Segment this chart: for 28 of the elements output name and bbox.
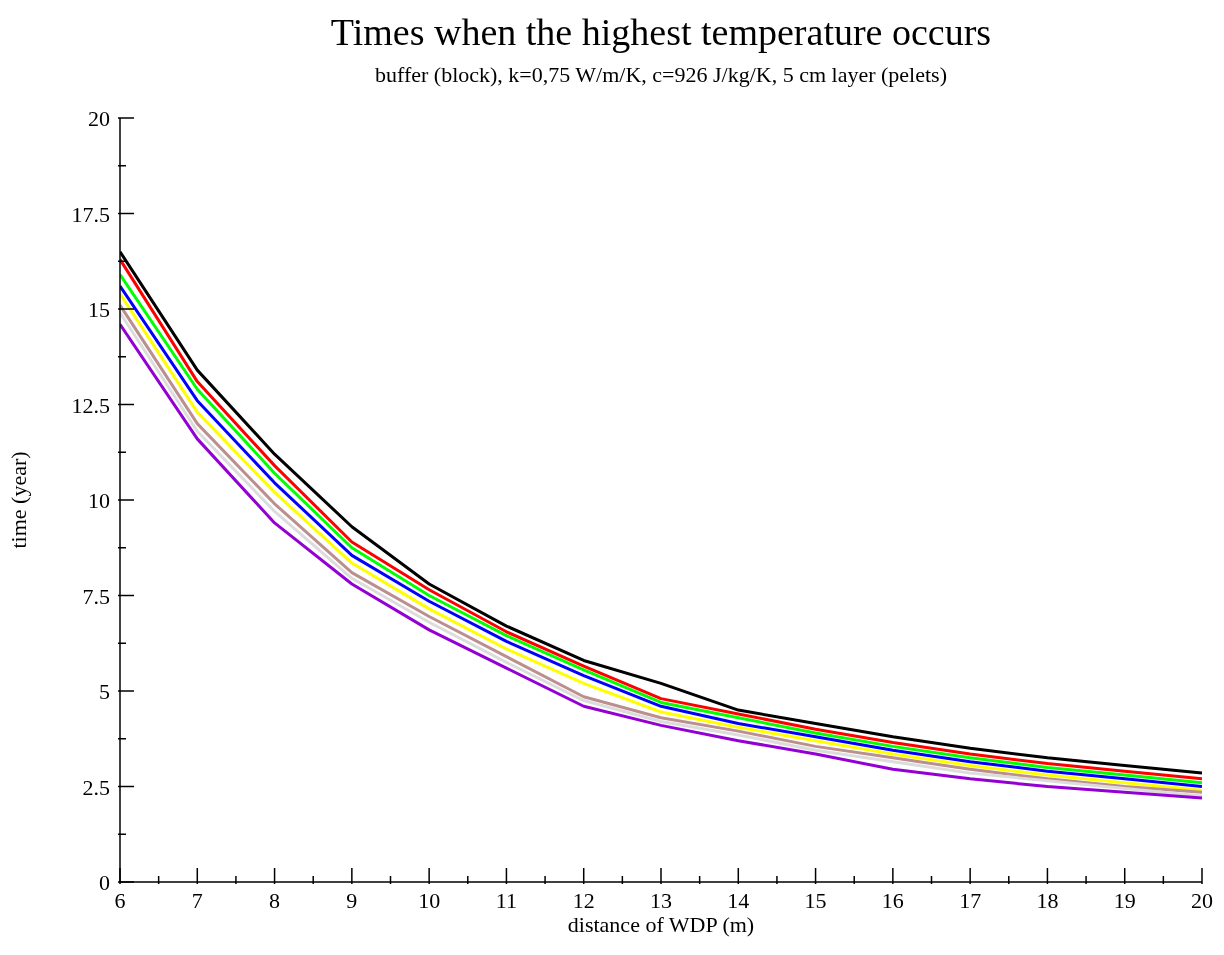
x-tick-label: 17 xyxy=(959,888,982,913)
x-axis-title: distance of WDP (m) xyxy=(567,912,755,937)
chart-subtitle: buffer (block), k=0,75 W/m/K, c=926 J/kg/K, 5 cm layer (pelets) xyxy=(373,62,948,88)
y-tick-label: 12.5 xyxy=(71,392,110,418)
chart-title: Times when the highest temperature occurs xyxy=(329,10,993,54)
x-tick-label: 7 xyxy=(191,888,203,913)
y-axis-title: time (year) xyxy=(5,451,31,549)
x-tick-label: 12 xyxy=(572,888,595,913)
y-tick-label: 0 xyxy=(99,870,110,895)
y-tick-label: 15 xyxy=(88,297,110,322)
x-tick-label: 18 xyxy=(1036,888,1059,913)
x-tick-label: 11 xyxy=(495,888,518,913)
x-tick-label: 6 xyxy=(114,888,126,913)
x-tick-label: 19 xyxy=(1113,888,1136,913)
x-tick-label: 16 xyxy=(881,888,904,913)
y-tick-label: 10 xyxy=(88,488,110,513)
x-tick-label: 15 xyxy=(804,888,827,913)
x-tick-label: 20 xyxy=(1191,888,1213,913)
x-tick-label: 13 xyxy=(650,888,672,913)
y-tick-label: 2.5 xyxy=(82,774,110,800)
y-tick-label: 7.5 xyxy=(82,583,110,609)
x-tick-label: 9 xyxy=(346,888,358,913)
x-tick-label: 8 xyxy=(269,888,281,913)
y-tick-label: 5 xyxy=(99,679,110,704)
x-tick-label: 10 xyxy=(418,888,441,913)
y-tick-label: 20 xyxy=(88,106,110,131)
x-tick-label: 14 xyxy=(727,888,750,913)
y-tick-label: 17.5 xyxy=(71,201,110,227)
